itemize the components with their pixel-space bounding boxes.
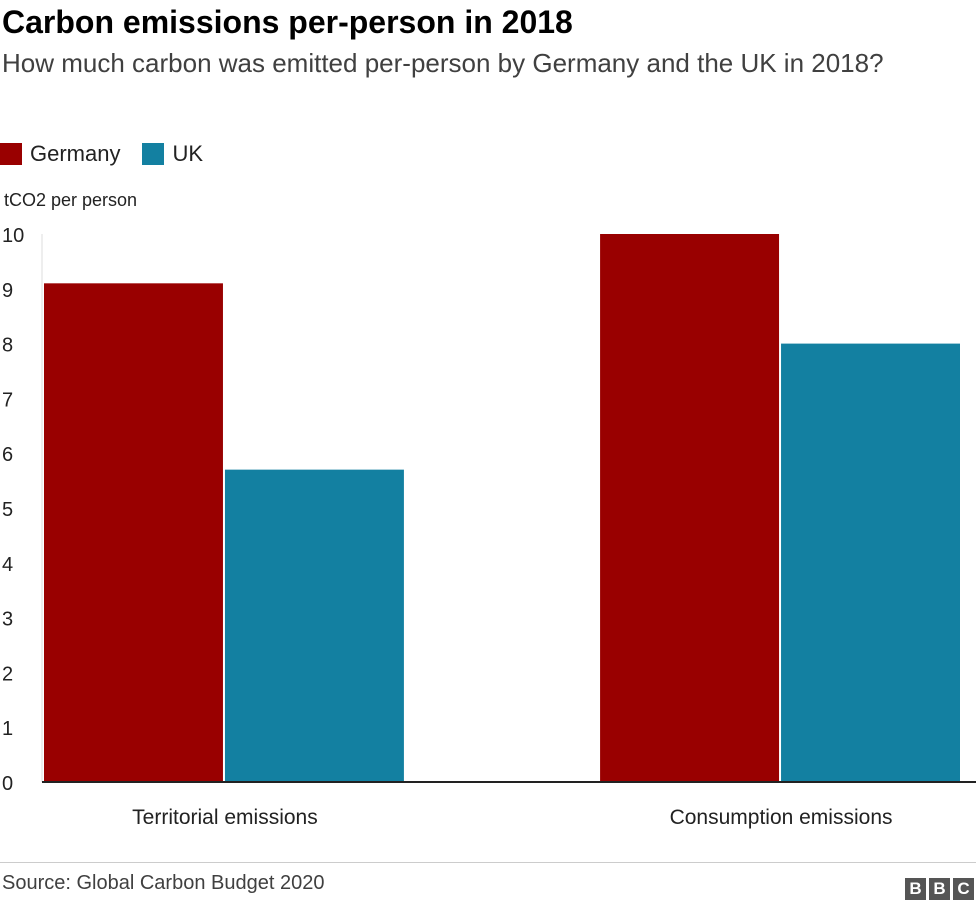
bar-chart: 0 1 2 3 4 5 6 7 8 9 10 Territorial emissions Consump… (2, 225, 976, 829)
y-tick-label: 2 (2, 663, 13, 685)
chart-title: Carbon emissions per-person in 2018 (2, 4, 573, 40)
legend-item-germany: Germany (0, 141, 120, 167)
y-tick-label: 0 (2, 773, 13, 795)
y-tick-label: 8 (2, 335, 13, 357)
y-tick-label: 4 (2, 554, 13, 576)
legend-label-germany: Germany (30, 141, 121, 166)
bar-uk-consumption (781, 343, 960, 782)
y-axis-label: tCO2 per person (4, 190, 138, 210)
x-tick-label: Consumption emissions (670, 806, 893, 829)
source-divider (0, 862, 976, 863)
y-tick-label: 5 (2, 499, 13, 521)
x-tick-label: Territorial emissions (132, 806, 318, 829)
legend-label-uk: UK (172, 141, 204, 166)
legend-swatch-germany (0, 143, 22, 165)
y-tick-label: 3 (2, 609, 13, 631)
bar-germany-consumption (600, 234, 780, 782)
y-tick-label: 9 (2, 280, 13, 302)
y-tick-label: 7 (2, 389, 13, 411)
bar-uk-territorial (224, 469, 404, 782)
legend: Germany UK (0, 140, 225, 168)
bbc-logo-letter: B (929, 878, 950, 900)
bbc-logo: B B C (905, 878, 974, 900)
bbc-logo-letter: C (953, 878, 974, 900)
legend-swatch-uk (142, 143, 165, 165)
y-tick-label: 6 (2, 444, 13, 466)
y-tick-label: 10 (2, 225, 24, 247)
y-tick-label: 1 (2, 718, 13, 740)
bar-germany-territorial (44, 283, 223, 782)
source-note: Source: Global Carbon Budget 2020 (2, 872, 325, 894)
bbc-logo-letter: B (905, 878, 926, 900)
chart-subtitle: How much carbon was emitted per-person b… (2, 48, 884, 78)
legend-item-uk: UK (142, 141, 203, 167)
